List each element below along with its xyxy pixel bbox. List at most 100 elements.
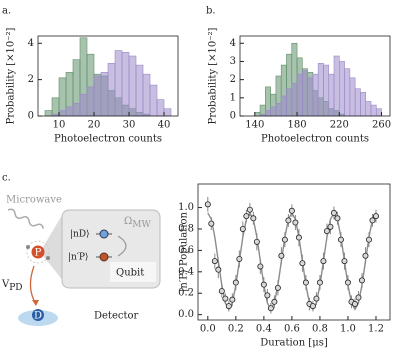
point	[208, 220, 215, 227]
bar	[275, 102, 282, 117]
bar	[270, 106, 277, 117]
bar	[333, 55, 340, 117]
point	[267, 305, 274, 312]
y-tick-label: 4	[230, 38, 236, 49]
bar	[149, 84, 158, 117]
y-tick-label: 0	[230, 111, 236, 122]
point	[337, 236, 344, 243]
point	[341, 258, 348, 265]
x-axis-label: Duration [μs]	[260, 338, 328, 349]
bar	[79, 93, 88, 117]
vpd: V	[1, 279, 10, 290]
electron	[26, 245, 30, 249]
y-tick-label: 0.0	[178, 309, 194, 320]
bar	[302, 70, 308, 117]
x-tick-label: 30	[123, 120, 136, 131]
bar	[317, 62, 324, 117]
point	[281, 236, 288, 243]
detector-ion	[32, 309, 44, 321]
x-tick-label: 1.2	[368, 324, 384, 335]
bar	[286, 88, 293, 117]
bar	[375, 108, 382, 117]
bar	[291, 82, 298, 117]
point	[323, 228, 330, 235]
point	[369, 217, 376, 224]
point	[222, 295, 229, 302]
bar	[65, 106, 74, 117]
panel-label: a.	[2, 6, 11, 17]
point	[295, 234, 302, 241]
qubit-label: Qubit	[116, 268, 144, 279]
panel-label: b.	[206, 6, 216, 17]
bar	[44, 110, 53, 117]
bar	[296, 73, 303, 117]
bar	[328, 73, 335, 117]
x-tick-label: 180	[287, 120, 306, 131]
point	[372, 213, 379, 220]
bar	[365, 101, 372, 117]
state-p-dot	[99, 252, 109, 262]
x-tick-label: 10	[53, 120, 66, 131]
point	[243, 213, 250, 220]
bar	[142, 73, 151, 117]
omega-label: ΩMW	[124, 216, 152, 230]
bar	[338, 61, 345, 117]
bar	[114, 50, 123, 117]
atom-label: P	[35, 248, 42, 259]
point	[250, 215, 257, 222]
y-tick-label: 3	[230, 56, 236, 67]
point	[313, 295, 320, 302]
point	[278, 252, 285, 259]
arrow-head	[32, 300, 39, 306]
bar	[163, 108, 172, 117]
bar	[51, 97, 60, 117]
y-axis-label: |n′P⟩ Population	[179, 211, 190, 291]
y-tick-label: 0.4	[178, 266, 194, 277]
bar	[349, 77, 356, 117]
x-tick-label: 0.8	[312, 324, 328, 335]
bar	[360, 92, 367, 117]
point	[274, 284, 281, 291]
point	[253, 238, 260, 245]
x-tick-label: 0.0	[200, 324, 216, 335]
point	[225, 303, 232, 310]
bar	[323, 64, 330, 117]
point	[215, 266, 222, 273]
bar	[254, 112, 261, 117]
x-tick-label: 1.0	[340, 324, 356, 335]
point	[330, 209, 337, 216]
point	[365, 236, 372, 243]
x-tick-label: 0.2	[228, 324, 244, 335]
y-tick-label: 0.2	[178, 288, 194, 299]
point	[257, 263, 264, 270]
state-p: |n′P⟩	[68, 253, 88, 263]
point	[246, 206, 253, 213]
point	[299, 260, 306, 267]
y-tick-label: 1	[230, 92, 236, 103]
bar	[344, 68, 351, 117]
point	[204, 201, 211, 208]
bar	[280, 95, 287, 117]
electron	[46, 256, 50, 260]
beam	[40, 212, 64, 282]
y-tick-label: 2	[28, 74, 34, 85]
y-tick-label: 1.0	[178, 202, 194, 213]
point	[232, 279, 239, 286]
bar	[58, 110, 67, 117]
ion-arrow	[29, 265, 37, 305]
plot-frame	[37, 35, 179, 117]
point	[229, 296, 236, 303]
x-tick-label: 220	[330, 120, 349, 131]
microwave-wave	[7, 208, 45, 229]
bar	[312, 73, 319, 117]
state-d-dot	[99, 229, 109, 239]
bar	[107, 62, 116, 117]
point	[264, 292, 271, 299]
bar	[93, 75, 102, 117]
point	[316, 279, 323, 286]
vpd-sub: PD	[9, 283, 22, 293]
fit-line	[207, 211, 377, 311]
point	[351, 300, 358, 307]
y-tick-label: 4	[28, 38, 34, 49]
